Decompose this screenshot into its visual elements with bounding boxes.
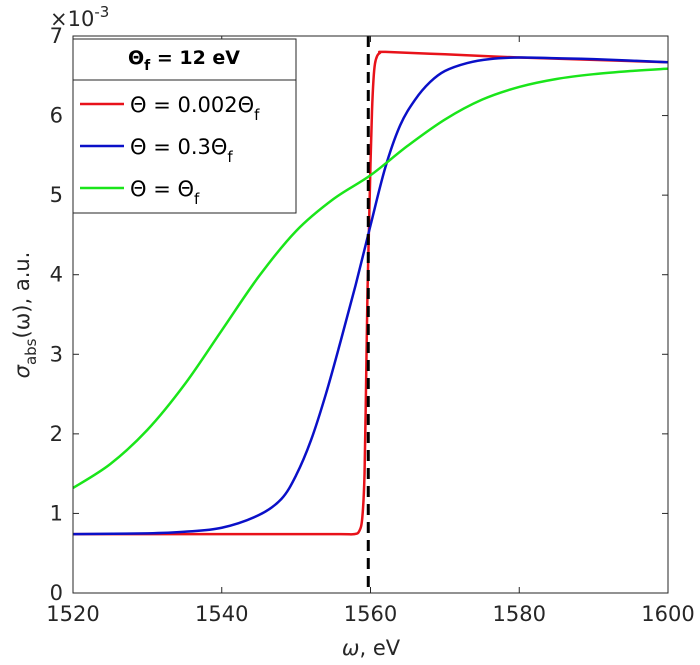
legend-title: Θf = 12 eV: [128, 47, 240, 74]
legend-entry-blue-sub: f: [227, 148, 233, 166]
y-axis-title: σabs(ω), a.u.: [10, 252, 40, 379]
y-axis-title-subscript: abs: [22, 338, 40, 365]
legend-title-subscript: f: [144, 58, 151, 74]
y-tick-label: 4: [50, 263, 63, 287]
y-tick-label: 2: [50, 422, 63, 446]
x-tick-label: 1600: [641, 602, 694, 626]
y-exponent-power: -3: [94, 3, 109, 21]
y-tick-label: 5: [50, 183, 63, 207]
legend-entry-red-main: Θ = 0.002Θ: [130, 93, 254, 117]
y-tick-label: 1: [50, 501, 63, 525]
legend-entry-green-sub: f: [194, 190, 200, 208]
legend-box: [72, 38, 297, 214]
y-exponent-label: ×10-3: [50, 3, 109, 31]
y-tick-label: 7: [50, 24, 63, 48]
series-line-green: [72, 67, 669, 490]
series-line-blue: [72, 56, 669, 536]
legend-entry-red-sub: f: [254, 106, 260, 124]
x-axis-title-symbol: ω: [342, 636, 360, 660]
legend-title-rest: = 12 eV: [150, 47, 240, 69]
y-axis-title-symbol: σ: [10, 364, 34, 378]
x-tick-label: 1520: [46, 602, 99, 626]
axes-layer: 1520 1540 1560 1580 1600 0 1 2 3 4 5 6 7: [46, 24, 694, 626]
x-axis-title-unit: , eV: [359, 636, 400, 660]
legend-title-symbol: Θ: [128, 47, 144, 69]
x-tick-label: 1580: [493, 602, 546, 626]
legend-entry-blue-main: Θ = 0.3Θ: [130, 135, 227, 159]
legend-entry-green-main: Θ = Θ: [130, 177, 194, 201]
y-tick-label: 0: [50, 581, 63, 605]
x-axis-title: ω, eV: [342, 636, 401, 660]
x-tick-label: 1540: [195, 602, 248, 626]
y-tick-label: 3: [50, 342, 63, 366]
legend-entry-red: Θ = 0.002Θf: [130, 93, 260, 124]
y-exponent-base: ×10: [50, 7, 94, 31]
legend: Θf = 12 eV Θ = 0.002Θf Θ = 0.3Θf Θ = Θf: [72, 38, 297, 214]
legend-entry-green: Θ = Θf: [130, 177, 200, 208]
y-axis-title-rest: (ω), a.u.: [10, 252, 34, 339]
legend-entry-blue: Θ = 0.3Θf: [130, 135, 233, 166]
y-tick-label: 6: [50, 104, 63, 128]
x-tick-label: 1560: [344, 602, 397, 626]
